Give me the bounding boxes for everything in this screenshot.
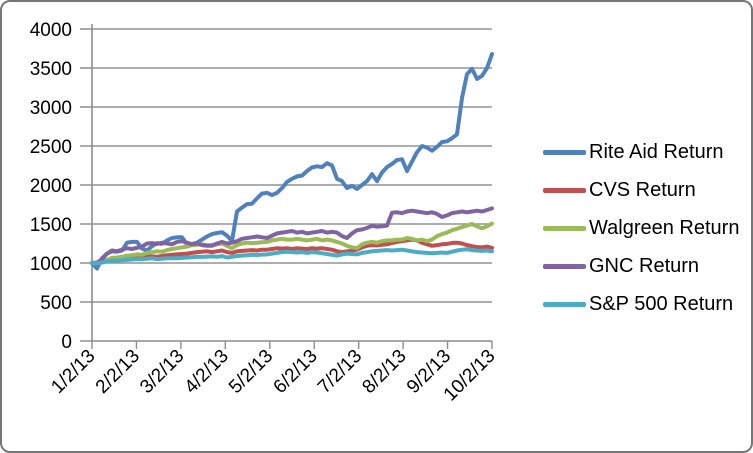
series-line-cvs-return: [90, 237, 494, 265]
legend-label: S&P 500 Return: [589, 293, 734, 315]
y-tick-label: 0: [61, 332, 72, 353]
x-tick-label: 3/2/13: [136, 346, 188, 398]
y-tick-label: 4000: [30, 20, 72, 41]
y-tick-label: 3000: [30, 98, 72, 119]
legend-line-swatch: [543, 226, 586, 231]
x-tick-label: 7/2/13: [314, 346, 366, 398]
y-tick-label: 1000: [30, 254, 72, 275]
legend-label: Walgreen Return: [589, 217, 740, 239]
legend-label: GNC Return: [589, 255, 700, 277]
legend-item: Rite Aid Return: [543, 141, 739, 163]
chart-legend: Rite Aid Return CVS Return Walgreen Return…: [543, 141, 740, 315]
legend-item: Walgreen Return: [543, 217, 740, 239]
legend-line-swatch: [543, 150, 586, 155]
legend-line-swatch: [543, 302, 586, 307]
legend-label: CVS Return: [589, 179, 696, 201]
series-line-gnc-return: [90, 206, 494, 265]
legend-item: GNC Return: [543, 255, 739, 277]
x-tick-label: 2/2/13: [92, 346, 144, 398]
y-tick-label: 3500: [30, 59, 72, 80]
x-tick-label: 6/2/13: [270, 346, 322, 398]
legend-label: Rite Aid Return: [589, 141, 724, 163]
series-line-s-p-500-return: [90, 247, 494, 266]
legend-line-swatch: [543, 264, 586, 269]
x-tick-label: 1/2/13: [47, 346, 99, 398]
y-tick-label: 1500: [30, 215, 72, 236]
y-tick-label: 2500: [30, 137, 72, 158]
x-tick-label: 5/2/13: [225, 346, 277, 398]
y-tick-label: 2000: [30, 176, 72, 197]
legend-item: S&P 500 Return: [543, 293, 739, 315]
series-line-rite-aid-return: [90, 52, 494, 271]
legend-line-swatch: [543, 188, 586, 193]
x-tick-label: 4/2/13: [181, 346, 233, 398]
legend-item: CVS Return: [543, 179, 739, 201]
x-tick-label: 8/2/13: [358, 346, 410, 398]
y-tick-label: 500: [40, 293, 72, 314]
series-line-walgreen-return: [90, 221, 494, 266]
